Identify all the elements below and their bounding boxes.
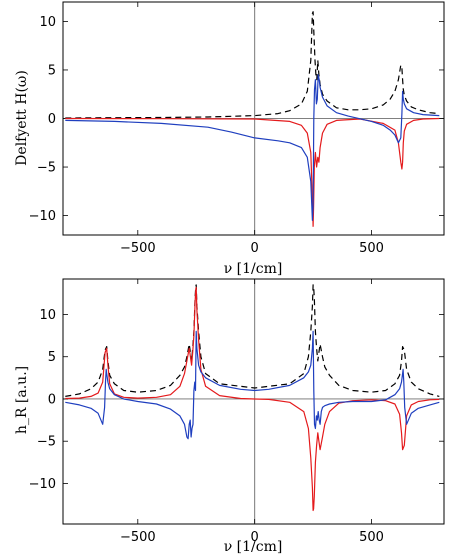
bottom-chart-x-tick-label: 500 [359,530,384,545]
top-chart-series [65,11,440,227]
top-chart-y-tick-label: −10 [29,209,56,224]
bottom-chart-series [65,284,440,512]
top-chart-y-axis-label: Delfyett H(ω) [14,70,30,166]
bottom-chart-frame [62,278,445,525]
top-chart-ticks: −500 0 500 −10 −5 0 5 10 [29,2,444,256]
bottom-chart-y-tick-label: 5 [48,350,56,365]
top-chart-panel: −500 0 500 −10 −5 0 5 10 ν [1/cm] Delfyett H(ω) [14,1,445,277]
top-chart-y-tick-label: 10 [39,15,56,30]
bottom-chart-y-tick-label: 0 [48,392,56,407]
top-chart-x-tick-label: −500 [120,241,156,256]
top-chart-y-tick-label: 5 [48,63,56,78]
bottom-chart-y-tick-label: 10 [39,308,56,323]
bottom-chart-y-tick-label: −10 [29,477,56,492]
bottom-chart-x-tick-label: 0 [251,530,259,545]
top-chart-y-tick-label: 0 [48,112,56,127]
top-chart-x-axis-label: ν [1/cm] [224,261,283,277]
top-chart-x-tick-label: 0 [251,241,259,256]
top-chart-series-red [65,117,440,227]
bottom-chart-series-blue [65,330,440,440]
bottom-chart-x-axis-label: ν [1/cm] [224,539,283,555]
top-chart-x-tick-label: 500 [359,241,384,256]
bottom-chart-x-tick-label: −500 [120,530,156,545]
bottom-chart-ticks: −500 0 500 −10 −5 0 5 10 [29,279,444,545]
top-chart-y-tick-label: −5 [37,161,56,176]
bottom-chart-y-axis-label: h_R [a.u.] [14,366,30,434]
bottom-chart-y-tick-label: −5 [37,435,56,450]
bottom-chart-panel: −500 0 500 −10 −5 0 5 10 ν [1/cm] h_R [a.u.] [14,278,445,555]
top-chart-series-dashed-black [65,11,440,119]
top-chart-series-blue [65,74,440,221]
bottom-chart-series-dashed-black [65,284,440,397]
